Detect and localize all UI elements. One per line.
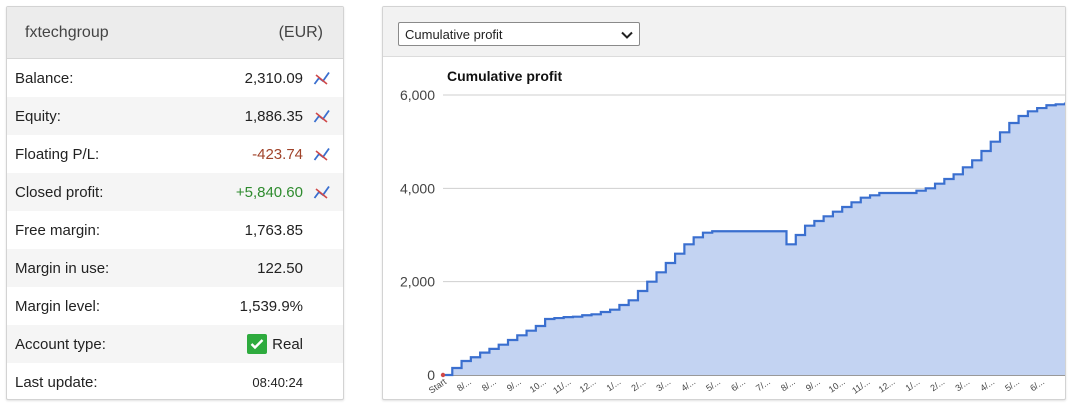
y-tick-label: 2,000: [400, 274, 435, 290]
x-tick-label: 2/...: [629, 376, 647, 393]
x-tick-label: 5/...: [704, 376, 722, 393]
row-label: Free margin:: [15, 221, 101, 239]
y-tick-label: 6,000: [400, 87, 435, 103]
chart-type-select[interactable]: Cumulative profit: [398, 22, 640, 46]
row-value: 1,763.85: [244, 221, 303, 239]
row-label: Last update:: [15, 373, 98, 391]
row-value: -423.74: [252, 145, 303, 163]
x-tick-label: 9/...: [804, 376, 822, 393]
account-row: Free margin: 1,763.85: [7, 211, 343, 249]
x-tick-label: 8/...: [455, 376, 473, 393]
chart-trend-icon[interactable]: [309, 106, 335, 126]
row-label: Balance:: [15, 69, 74, 87]
x-tick-label: 2/...: [928, 376, 946, 393]
row-label: Margin level:: [15, 297, 101, 315]
x-tick-label: 10...: [827, 376, 847, 394]
row-value: 2,310.09: [244, 69, 303, 87]
x-tick-label: 11/...: [551, 376, 573, 395]
account-row: Floating P/L: -423.74: [7, 135, 343, 173]
row-label: Account type:: [15, 335, 106, 353]
account-row: Balance: 2,310.09: [7, 59, 343, 97]
profit-line: [443, 102, 1065, 377]
x-tick-label: 12...: [578, 376, 598, 394]
row-value: 1,886.35: [244, 107, 303, 125]
account-row: Last update: 08:40:24: [7, 363, 343, 399]
account-rows: Balance: 2,310.09 Equity: 1,886.35 Floating …: [7, 59, 343, 399]
chart-panel: Cumulative profit Cumulative profit 0 2,00…: [382, 6, 1066, 400]
x-tick-label: 3/...: [953, 376, 971, 393]
row-label: Closed profit:: [15, 183, 104, 201]
start-point: [440, 372, 446, 378]
profit-area: [443, 102, 1065, 375]
chart-title: Cumulative profit: [447, 68, 562, 84]
x-tick-label: 12...: [877, 376, 897, 394]
chart-trend-icon[interactable]: [309, 182, 335, 202]
y-tick-label: 4,000: [400, 180, 435, 196]
x-tick-label: 3/...: [654, 376, 672, 393]
x-tick-label: 4/...: [679, 376, 697, 393]
account-currency: (EUR): [278, 23, 323, 41]
row-value: +5,840.60: [235, 183, 303, 201]
y-tick-label: 0: [427, 367, 435, 383]
chevron-down-icon: [621, 27, 633, 42]
row-label: Floating P/L:: [15, 145, 100, 163]
x-tick-label: 4/...: [978, 376, 996, 393]
icon-placeholder: [309, 334, 335, 354]
x-tick-label: 8/...: [480, 376, 498, 393]
row-value: 1,539.9%: [239, 297, 303, 315]
account-summary-panel: fxtechgroup (EUR) Balance: 2,310.09 Equity…: [6, 6, 344, 400]
account-row: Margin in use: 122.50: [7, 249, 343, 287]
check-icon: [247, 334, 268, 354]
x-tick-label: 8/...: [779, 376, 797, 393]
chart-trend-icon[interactable]: [309, 144, 335, 164]
chart-trend-icon[interactable]: [309, 68, 335, 88]
account-header: fxtechgroup (EUR): [7, 7, 343, 59]
x-tick-label: 10...: [528, 376, 548, 394]
row-label: Margin in use:: [15, 259, 110, 277]
icon-placeholder: [309, 220, 335, 240]
x-tick-label: 1/...: [904, 376, 922, 393]
chart-toolbar: Cumulative profit: [383, 7, 1065, 57]
row-value: 122.50: [257, 259, 303, 277]
chart-type-selected: Cumulative profit: [405, 26, 503, 42]
account-row: Margin level: 1,539.9%: [7, 287, 343, 325]
x-tick-label: 9/...: [505, 376, 523, 393]
row-value: 08:40:24: [252, 374, 303, 390]
account-row: Equity: 1,886.35: [7, 97, 343, 135]
icon-placeholder: [309, 258, 335, 278]
row-label: Equity:: [15, 107, 61, 125]
account-name: fxtechgroup: [25, 23, 109, 41]
x-tick-label: 1/...: [605, 376, 623, 393]
x-tick-label: 11/...: [850, 376, 872, 395]
x-tick-label: 7/...: [754, 376, 772, 393]
account-type-value: Real: [272, 335, 303, 353]
row-value: Real: [149, 334, 309, 354]
account-row: Account type: Real: [7, 325, 343, 363]
icon-placeholder: [309, 296, 335, 316]
account-row: Closed profit: +5,840.60: [7, 173, 343, 211]
x-tick-label: 5/...: [1003, 376, 1021, 393]
x-tick-label: 6/...: [1028, 376, 1046, 393]
x-tick-label: 6/...: [729, 376, 747, 393]
icon-placeholder: [309, 372, 335, 392]
